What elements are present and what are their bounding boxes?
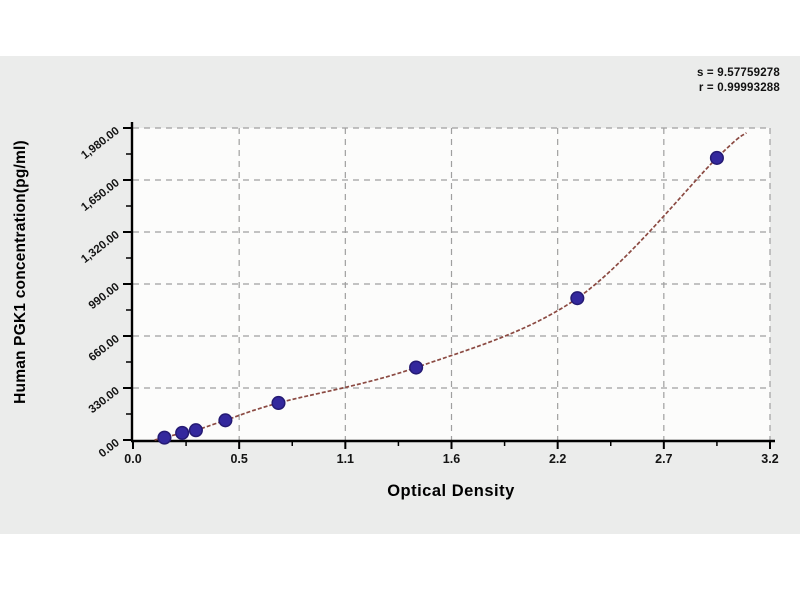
x-tick-label: 2.2: [549, 452, 566, 466]
x-tick-label: 1.1: [337, 452, 354, 466]
y-tick-label: 1,650.00: [79, 177, 122, 214]
x-axis-title: Optical Density: [387, 482, 515, 500]
x-tick-label: 2.7: [655, 452, 672, 466]
y-tick-label: 1,320.00: [79, 229, 122, 266]
data-point: [218, 413, 233, 428]
data-point: [709, 150, 724, 165]
data-point: [570, 291, 585, 306]
fit-r-value: r = 0.99993288: [698, 82, 780, 94]
x-tick-label: 0.5: [230, 452, 247, 466]
x-tick-label: 1.6: [443, 452, 460, 466]
fit-statistics: s = 9.57759278 r = 0.99993288: [697, 66, 780, 96]
x-tick-label: 3.2: [761, 452, 778, 466]
y-tick-label: 0.00: [97, 437, 122, 460]
y-tick-label: 660.00: [87, 333, 122, 364]
data-point: [157, 430, 172, 445]
y-tick-label: 330.00: [87, 385, 122, 416]
x-tick-label: 0.0: [124, 452, 141, 466]
y-tick-label: 990.00: [87, 281, 122, 312]
y-axis-title: Human PGK1 concentration(pg/ml): [12, 140, 29, 404]
data-point: [175, 425, 190, 440]
y-tick-label: 1,980.00: [79, 125, 122, 162]
data-point: [271, 395, 286, 411]
fit-s-value: s = 9.57759278: [696, 67, 780, 79]
data-point: [409, 360, 424, 375]
data-point: [188, 423, 203, 438]
